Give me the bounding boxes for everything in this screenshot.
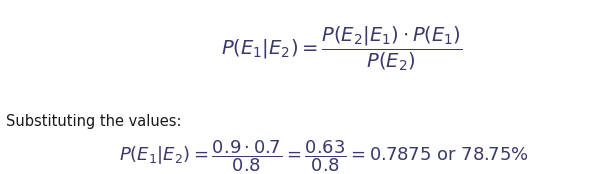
Text: Substituting the values:: Substituting the values: (6, 114, 181, 129)
Text: $P(E_1|E_2) = \dfrac{P(E_2|E_1) \cdot P(E_1)}{P(E_2)}$: $P(E_1|E_2) = \dfrac{P(E_2|E_1) \cdot P(… (221, 25, 462, 73)
Text: $P(E_1|E_2) = \dfrac{0.9 \cdot 0.7}{0.8} = \dfrac{0.63}{0.8} = 0.7875 \text{ or : $P(E_1|E_2) = \dfrac{0.9 \cdot 0.7}{0.8}… (119, 139, 529, 174)
